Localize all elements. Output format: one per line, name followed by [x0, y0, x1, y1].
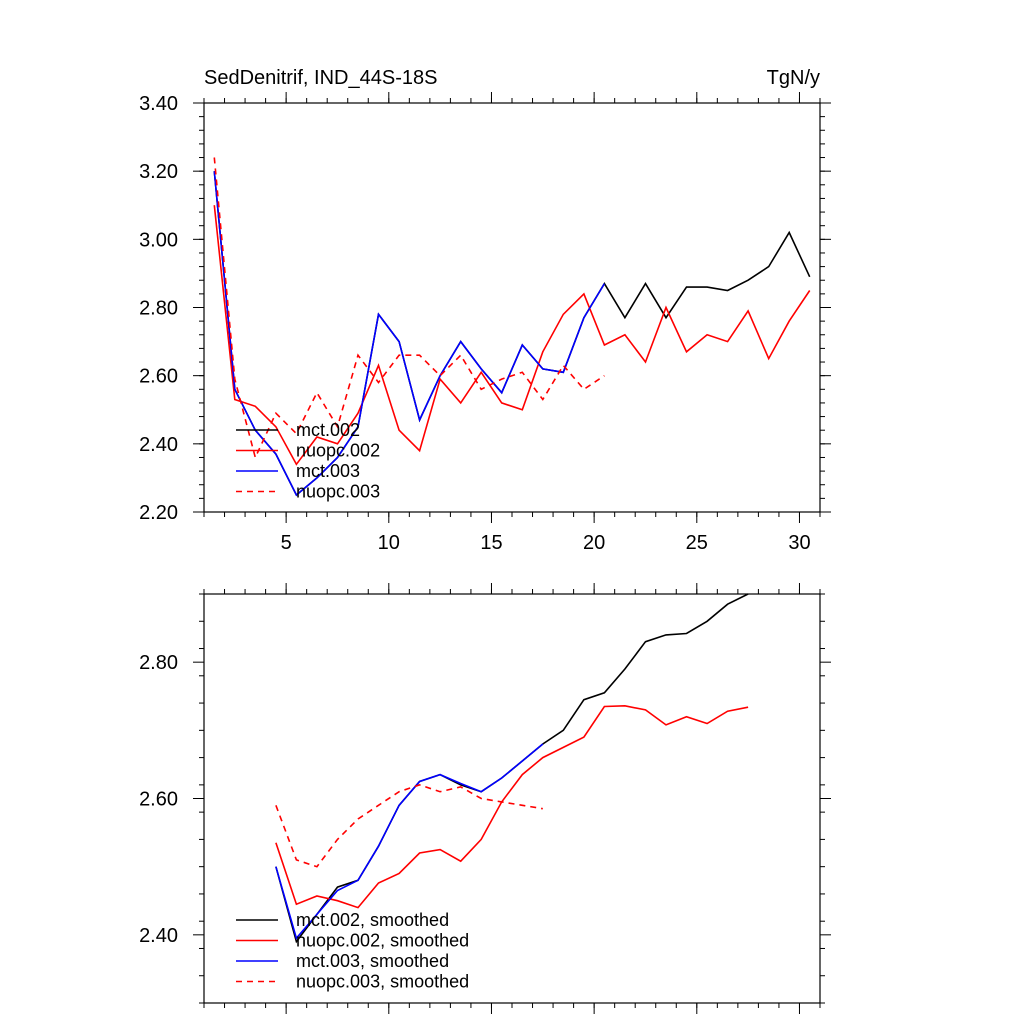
- series-line-mct-003-smoothed: [275, 743, 544, 940]
- y-tick-label: 3.20: [139, 161, 178, 183]
- x-tick-label: 15: [480, 532, 502, 554]
- x-tick-label: 25: [686, 532, 708, 554]
- series-line-mct-002-smoothed: [275, 593, 749, 944]
- legend-label: nuopc.003: [296, 482, 380, 502]
- y-tick-label: 2.40: [139, 925, 178, 947]
- top-panel: 5 10 15 20 25 30 2.20 2.40 2.60 2.80 3.00 3.20 3.40 m…: [139, 92, 831, 554]
- series-line-nuopc-003: [213, 157, 605, 460]
- x-tick-label: 30: [788, 532, 810, 554]
- legend-label: mct.002: [296, 420, 360, 440]
- legend-label: nuopc.002: [296, 441, 380, 461]
- legend-label: nuopc.003, smoothed: [296, 972, 469, 992]
- bottom-panel: 2.40 2.60 2.80 mct.002, smoothednuopc.002, …: [139, 583, 831, 1014]
- x-tick-label: 5: [281, 532, 292, 554]
- series-line-nuopc-002: [213, 205, 811, 466]
- series-line-nuopc-003-smoothed: [275, 784, 543, 868]
- y-tick-label: 2.20: [139, 502, 178, 524]
- y-tick-label: 3.40: [139, 93, 178, 115]
- x-tick-label: 10: [378, 532, 400, 554]
- y-tick-label: 2.80: [139, 298, 178, 320]
- legend-label: mct.002, smoothed: [296, 910, 449, 930]
- series-line-mct-003: [213, 171, 606, 497]
- y-tick-label: 2.80: [139, 652, 178, 674]
- chart-title: SedDenitrif, IND_44S-18S: [204, 67, 437, 89]
- y-tick-label: 3.00: [139, 229, 178, 251]
- legend-label: mct.003: [296, 461, 360, 481]
- series-line-nuopc-002-smoothed: [275, 704, 749, 909]
- y-tick-label: 2.60: [139, 789, 178, 811]
- chart-units: TgN/y: [767, 67, 820, 89]
- x-tick-label: 20: [583, 532, 605, 554]
- y-tick-label: 2.40: [139, 434, 178, 456]
- legend-label: nuopc.002, smoothed: [296, 931, 469, 951]
- legend-label: mct.003, smoothed: [296, 951, 449, 971]
- y-tick-label: 2.60: [139, 366, 178, 388]
